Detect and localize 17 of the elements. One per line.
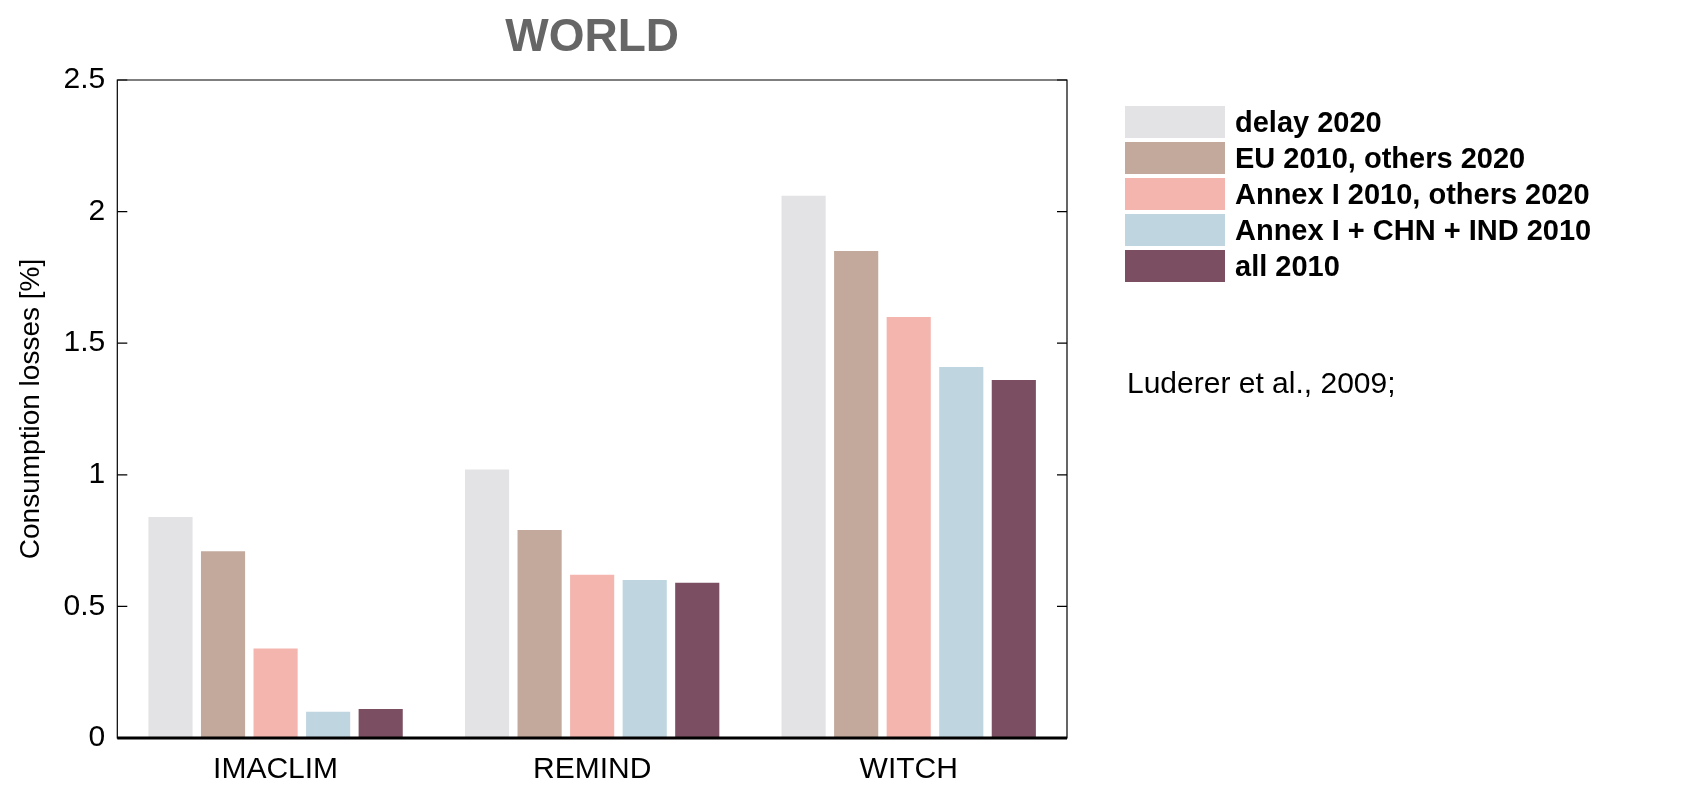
legend-label: Annex I + CHN + IND 2010	[1235, 213, 1592, 247]
y-tick-label: 0.5	[63, 587, 106, 621]
y-tick-label: 0	[88, 719, 106, 753]
text: Luderer et al., 2009;	[1127, 366, 1396, 400]
y-tick-label: 2	[88, 192, 106, 226]
legend-label: delay 2020	[1235, 105, 1382, 139]
chart-title: WORLD	[505, 8, 680, 61]
legend-label: Annex I 2010, others 2020	[1235, 177, 1590, 211]
legend-label: EU 2010, others 2020	[1235, 141, 1526, 175]
y-tick-label: 1.5	[63, 324, 106, 358]
x-tick-label: IMACLIM	[213, 751, 339, 785]
y-tick-label: 1	[88, 456, 106, 490]
x-tick-label: REMIND	[532, 751, 652, 785]
x-tick-label: WITCH	[859, 751, 958, 785]
y-axis-title: Consumption losses [%]	[13, 258, 45, 560]
legend-label: all 2010	[1235, 249, 1340, 283]
y-tick-label: 2.5	[63, 61, 106, 95]
